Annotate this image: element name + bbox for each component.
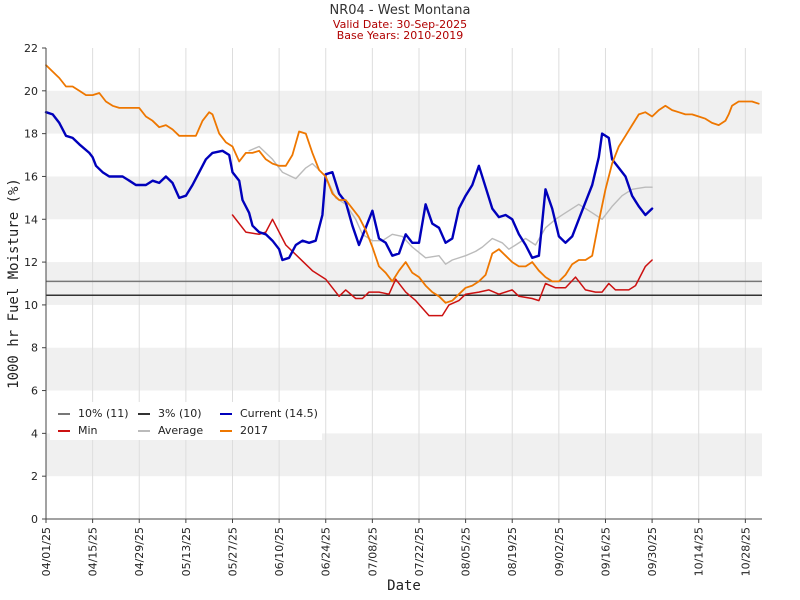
series-line: [231, 214, 653, 317]
threshold-lines: [46, 280, 762, 297]
legend-swatch: [138, 429, 150, 432]
x-tick-label: 04/29/25: [133, 527, 146, 576]
background-band: [46, 433, 762, 477]
x-tick-label: 04/15/25: [87, 527, 100, 576]
background-band: [46, 347, 762, 391]
series-line: [44, 111, 654, 262]
y-tick-label: 4: [31, 427, 38, 440]
legend-item-3pct: 3% (10): [138, 407, 202, 420]
x-tick-label: 09/02/25: [553, 527, 566, 576]
x-tick-labels: 04/01/25 04/15/25 04/29/25 05/13/25 05/27/25…: [40, 527, 752, 576]
legend-item-min: Min: [58, 424, 98, 437]
legend-label: Min: [78, 424, 98, 437]
legend-label: Current (14.5): [240, 407, 318, 420]
axes: [45, 48, 762, 520]
x-axis-label: Date: [387, 578, 421, 594]
legend-item-average: Average: [138, 424, 203, 437]
x-tick-label: 05/27/25: [226, 527, 239, 576]
y-tick-label: 14: [24, 213, 38, 226]
legend-label: 10% (11): [78, 407, 129, 420]
background-band: [46, 90, 762, 134]
y-tick-label: 22: [24, 42, 38, 55]
background-bands: [46, 90, 762, 477]
y-axis-label: 1000 hr Fuel Moisture (%): [6, 178, 22, 389]
x-tick-label: 04/01/25: [40, 527, 53, 576]
background-band: [46, 262, 762, 305]
x-tick-label: 09/16/25: [599, 527, 612, 576]
y-tick-label: 8: [31, 342, 38, 355]
legend-item-10pct: 10% (11): [58, 407, 129, 420]
background-band: [46, 176, 762, 220]
x-tick-label: 07/08/25: [366, 527, 379, 576]
base-years: Base Years: 2010-2019: [336, 29, 464, 42]
x-tick-label: 10/14/25: [693, 527, 706, 576]
x-tick-label: 07/22/25: [413, 527, 426, 576]
chart-title: NR04 - West Montana: [329, 3, 471, 18]
y-tick-label: 10: [24, 299, 38, 312]
x-tick-label: 08/05/25: [460, 527, 473, 576]
y-tick-label: 2: [31, 470, 38, 483]
x-tick-label: 05/13/25: [180, 527, 193, 576]
legend-swatch: [58, 412, 70, 415]
y-tick-labels: 0 2 4 6 8 10 12 14 16 18 20 22: [24, 42, 46, 526]
series-lines: [44, 64, 760, 317]
valid-date: Valid Date: 30-Sep-2025: [332, 18, 468, 31]
legend-swatch: [220, 412, 232, 415]
legend-swatch: [138, 412, 150, 415]
y-tick-label: 6: [31, 385, 38, 398]
x-tick-label: 06/24/25: [320, 527, 333, 576]
chart-legend: 10% (11) 3% (10) Current (14.5) Min Aver…: [50, 402, 322, 440]
x-tick-label: 10/28/25: [739, 527, 752, 576]
legend-item-2017: 2017: [220, 424, 268, 437]
y-tick-label: 12: [24, 256, 38, 269]
y-tick-label: 20: [24, 85, 38, 98]
series-line: [45, 64, 760, 304]
x-tick-label: 09/30/25: [646, 527, 659, 576]
y-tick-label: 18: [24, 128, 38, 141]
y-tick-label: 0: [31, 513, 38, 526]
legend-item-current: Current (14.5): [220, 407, 318, 420]
legend-swatch: [220, 429, 232, 432]
legend-swatch: [58, 429, 70, 432]
y-tick-label: 16: [24, 170, 38, 183]
x-tick-label: 06/10/25: [273, 527, 286, 576]
legend-label: Average: [158, 424, 204, 437]
legend-label: 3% (10): [158, 407, 202, 420]
x-tick-label: 08/19/25: [506, 527, 519, 576]
legend-label: 2017: [240, 424, 268, 437]
